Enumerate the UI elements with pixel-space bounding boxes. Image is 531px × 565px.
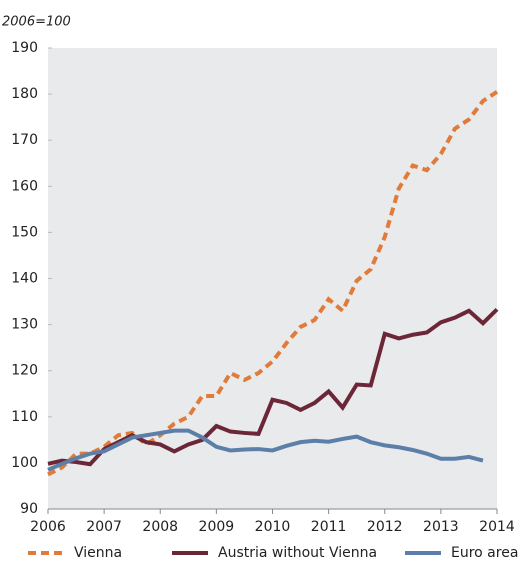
y-tick-label: 110 <box>11 409 38 425</box>
y-tick-label: 130 <box>11 317 38 333</box>
legend-label: Euro area <box>451 545 518 561</box>
y-tick-label: 150 <box>11 224 38 240</box>
x-tick-label: 2006 <box>30 519 66 535</box>
x-tick-label: 2012 <box>367 519 403 535</box>
series-line <box>47 428 484 472</box>
x-tick-label: 2009 <box>199 519 235 535</box>
legend-label: Vienna <box>74 545 122 561</box>
x-tick-label: 2010 <box>255 519 291 535</box>
x-tick-label: 2008 <box>142 519 178 535</box>
chart-subtitle: 2006=100 <box>2 15 71 30</box>
x-tick-label: 2014 <box>479 519 515 535</box>
y-tick-label: 120 <box>11 363 38 379</box>
y-tick-label: 160 <box>11 178 38 194</box>
plot-area <box>48 48 497 509</box>
y-tick-label: 140 <box>11 271 38 287</box>
series-line <box>47 307 499 467</box>
x-tick-label: 2007 <box>86 519 122 535</box>
y-tick-label: 90 <box>20 501 38 517</box>
legend-label: Austria without Vienna <box>218 545 377 561</box>
x-tick-label: 2011 <box>311 519 347 535</box>
y-tick-label: 100 <box>11 455 38 471</box>
y-tick-label: 180 <box>11 86 38 102</box>
y-tick-label: 190 <box>11 40 38 56</box>
x-tick-label: 2013 <box>423 519 459 535</box>
y-tick-label: 170 <box>11 132 38 148</box>
